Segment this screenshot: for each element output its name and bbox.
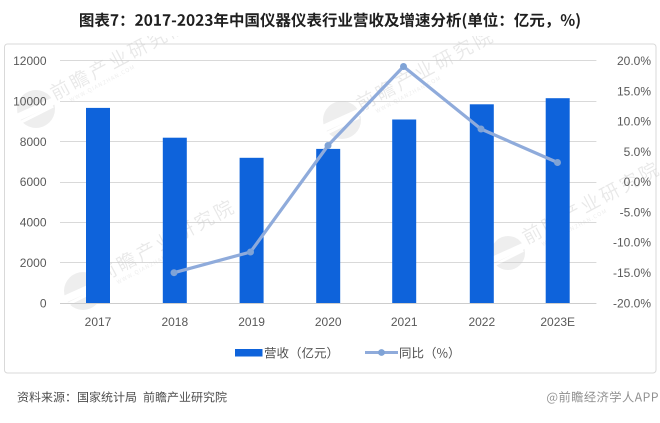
svg-text:2000: 2000 [20, 256, 47, 270]
svg-text:4000: 4000 [20, 216, 47, 230]
svg-text:-20.0%: -20.0% [613, 296, 651, 310]
svg-text:10.0%: 10.0% [617, 115, 651, 129]
svg-text:2021: 2021 [391, 315, 418, 329]
svg-text:20.0%: 20.0% [617, 54, 651, 68]
svg-text:5.0%: 5.0% [624, 145, 652, 159]
svg-text:-10.0%: -10.0% [613, 236, 651, 250]
svg-text:2018: 2018 [161, 315, 188, 329]
svg-text:-15.0%: -15.0% [613, 266, 651, 280]
svg-text:2019: 2019 [238, 315, 265, 329]
svg-text:2017: 2017 [85, 315, 112, 329]
svg-text:12000: 12000 [13, 54, 47, 68]
svg-text:0: 0 [40, 296, 47, 310]
svg-text:8000: 8000 [20, 135, 47, 149]
svg-text:15.0%: 15.0% [617, 84, 651, 98]
svg-text:2022: 2022 [468, 315, 495, 329]
svg-text:0.0%: 0.0% [624, 175, 652, 189]
svg-text:-5.0%: -5.0% [620, 205, 652, 219]
svg-text:10000: 10000 [13, 94, 47, 108]
svg-text:2020: 2020 [315, 315, 342, 329]
svg-text:6000: 6000 [20, 175, 47, 189]
svg-text:2023E: 2023E [540, 315, 575, 329]
